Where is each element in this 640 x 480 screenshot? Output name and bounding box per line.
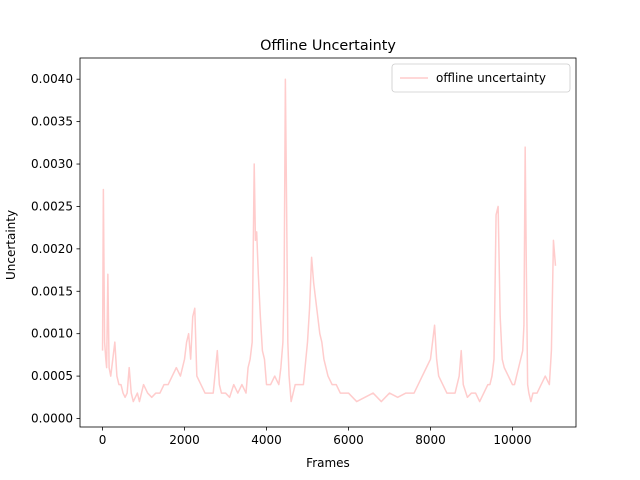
series-line-0 [101,78,557,403]
x-tick-label: 10000 [493,433,531,447]
y-axis-label: Uncertainty [4,210,18,280]
x-tick-label: 8000 [415,433,446,447]
y-tick-label: 0.0010 [31,327,73,341]
y-tick-label: 0.0005 [31,369,73,383]
y-tick-label: 0.0000 [31,412,73,426]
chart-title: Offline Uncertainty [260,38,396,54]
plot-area: 0 2000 4000 6000 8000 10000 0.0000 0.0005 0.0010… [31,57,577,447]
x-tick-label: 4000 [251,433,282,447]
x-tick-label: 6000 [333,433,364,447]
y-tick-label: 0.0030 [31,157,73,171]
x-tick-label: 0 [99,433,107,447]
y-tick-label: 0.0035 [31,115,73,129]
legend-box [391,63,571,93]
x-axis-label: Frames [306,456,350,470]
legend-label: offline uncertainty [436,71,546,85]
axes-frame [79,57,577,428]
y-tick-label: 0.0015 [31,284,73,298]
legend: offline uncertainty [391,63,571,93]
y-tick-label: 0.0020 [31,242,73,256]
x-tick-label: 2000 [169,433,200,447]
y-tick-label: 0.0040 [31,72,73,86]
y-tick-label: 0.0025 [31,199,73,213]
